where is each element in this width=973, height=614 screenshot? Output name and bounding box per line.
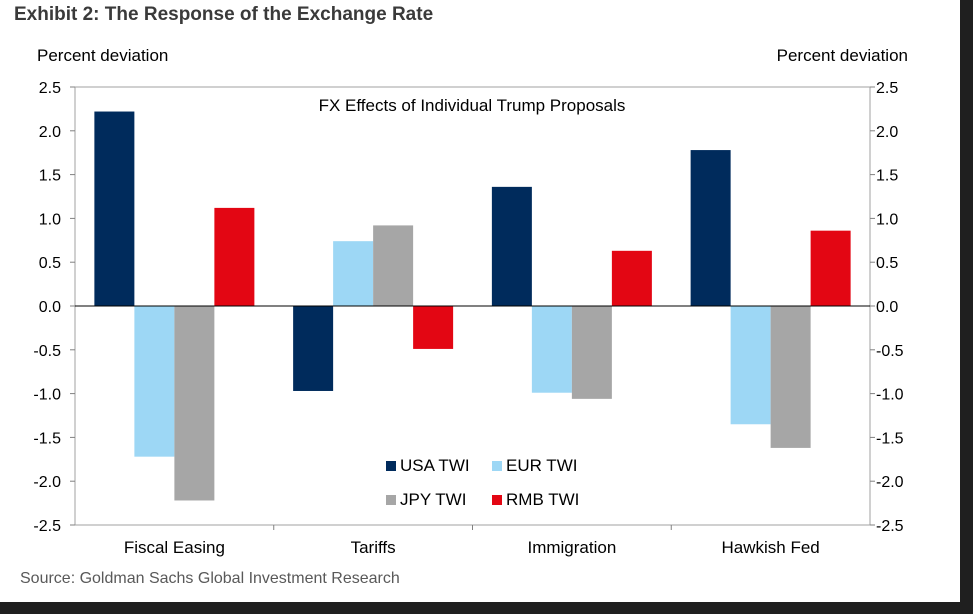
exhibit-panel: Exhibit 2: The Response of the Exchange … (0, 0, 960, 602)
bars (94, 111, 851, 501)
legend-label: USA TWI (400, 456, 470, 475)
y-tick-label-right: -2.5 (876, 518, 904, 535)
bar-eur-twi-fiscal-easing (134, 306, 175, 457)
bar-usa-twi-hawkish-fed (690, 150, 731, 306)
bar-eur-twi-tariffs (333, 241, 374, 306)
bar-usa-twi-tariffs (293, 306, 334, 391)
x-axis-labels: Fiscal Easing Tariffs Immigration Hawkish F… (124, 525, 820, 557)
y-tick-label-right: -1.0 (876, 387, 904, 404)
y-tick-label-left: 1.5 (39, 168, 61, 185)
x-tick-label: Fiscal Easing (124, 538, 225, 557)
bar-usa-twi-fiscal-easing (94, 111, 135, 306)
y-tick-label-right: -0.5 (876, 343, 904, 360)
bar-usa-twi-immigration (491, 186, 532, 306)
legend-swatch (386, 461, 396, 471)
legend-label: EUR TWI (506, 456, 577, 475)
y-tick-label-right: 1.0 (876, 211, 898, 228)
y-axis-left-labels: 2.5 2.0 1.5 1.0 0.5 0.0 -0.5 -1.0 -1.5 -2.0 -2.5 (33, 80, 61, 535)
source-note: Source: Goldman Sachs Global Investment … (20, 570, 400, 587)
chart-title: FX Effects of Individual Trump Proposals (319, 96, 626, 115)
y-axis-right-title: Percent deviation (777, 46, 908, 65)
legend-swatch (386, 495, 396, 505)
y-tick-label-left: -1.5 (33, 430, 61, 447)
x-tick-label: Hawkish Fed (721, 538, 819, 557)
legend-swatch (492, 461, 502, 471)
x-tick-label: Immigration (527, 538, 616, 557)
y-tick-label-right: 0.0 (876, 299, 898, 316)
legend-label: JPY TWI (400, 490, 466, 509)
y-tick-label-right: 0.5 (876, 255, 898, 272)
y-tick-label-left: 2.0 (39, 124, 61, 141)
bar-rmb-twi-hawkish-fed (810, 230, 851, 306)
bar-jpy-twi-immigration (571, 306, 612, 399)
y-tick-label-left: 1.0 (39, 211, 61, 228)
bar-rmb-twi-tariffs (413, 306, 454, 349)
y-tick-label-right: -2.0 (876, 474, 904, 491)
y-tick-label-left: -1.0 (33, 387, 61, 404)
y-tick-label-left: -0.5 (33, 343, 61, 360)
y-tick-label-left: -2.5 (33, 518, 61, 535)
bar-jpy-twi-hawkish-fed (770, 306, 811, 448)
y-tick-label-right: 2.0 (876, 124, 898, 141)
legend: USA TWI EUR TWI JPY TWI RMB TWI (386, 456, 579, 509)
y-tick-label-left: 0.5 (39, 255, 61, 272)
y-tick-label-left: 0.0 (39, 299, 61, 316)
bar-eur-twi-immigration (531, 306, 572, 393)
exhibit-title: Exhibit 2: The Response of the Exchange … (14, 4, 434, 25)
bar-jpy-twi-tariffs (373, 225, 414, 306)
bar-jpy-twi-fiscal-easing (174, 306, 215, 501)
y-tick-label-right: -1.5 (876, 430, 904, 447)
bar-eur-twi-hawkish-fed (730, 306, 771, 425)
y-tick-label-left: 2.5 (39, 80, 61, 97)
bar-rmb-twi-fiscal-easing (214, 207, 255, 306)
bar-chart: 2.5 2.0 1.5 1.0 0.5 0.0 -0.5 -1.0 -1.5 -2.0 -2.5 2… (33, 46, 908, 557)
x-tick-label: Tariffs (351, 538, 396, 557)
y-tick-label-left: -2.0 (33, 474, 61, 491)
y-tick-label-right: 1.5 (876, 168, 898, 185)
y-axis-right-labels: 2.5 2.0 1.5 1.0 0.5 0.0 -0.5 -1.0 -1.5 -2.0 -2.5 (876, 80, 904, 535)
legend-swatch (492, 495, 502, 505)
bar-rmb-twi-immigration (611, 250, 652, 306)
y-axis-left-title: Percent deviation (37, 46, 168, 65)
y-tick-label-right: 2.5 (876, 80, 898, 97)
y-tick-marks (70, 86, 875, 526)
legend-label: RMB TWI (506, 490, 579, 509)
